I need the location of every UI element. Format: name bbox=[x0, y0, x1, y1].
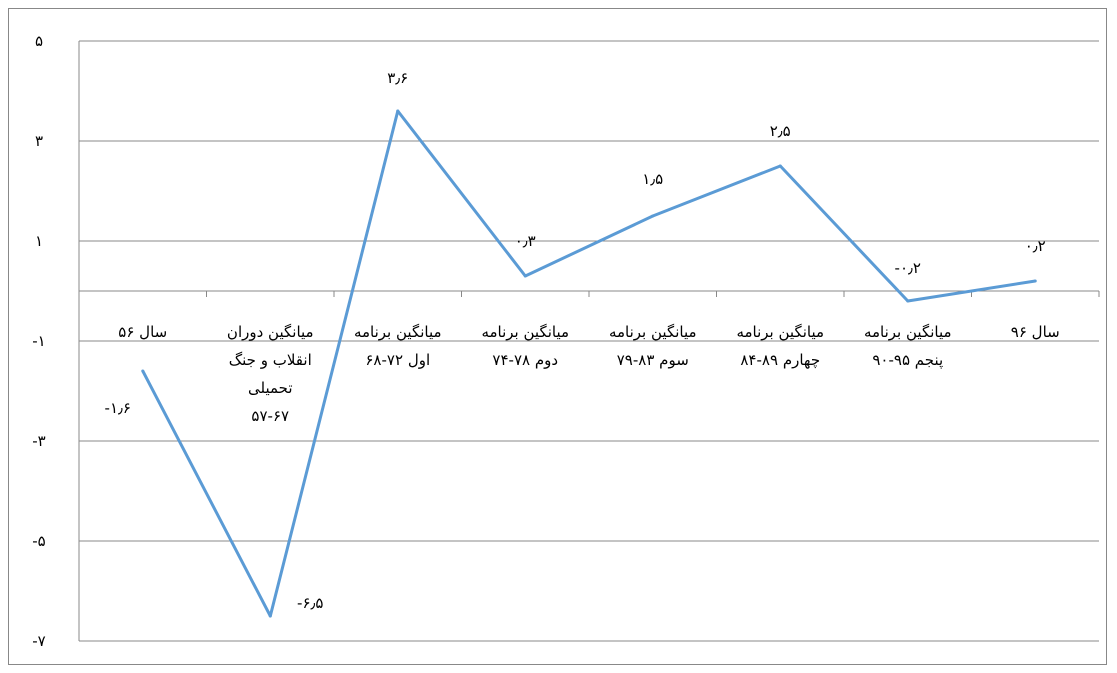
data-point bbox=[778, 164, 782, 168]
category-label-line: میانگین برنامه bbox=[481, 323, 569, 341]
y-tick-label: ۳ bbox=[35, 132, 43, 150]
data-point bbox=[523, 274, 527, 278]
category-label: میانگین برنامه سوم ۸۳-۷۹ bbox=[609, 323, 697, 369]
category-label-line: میانگین دوران bbox=[227, 323, 314, 341]
data-point bbox=[141, 369, 145, 373]
data-point bbox=[651, 214, 655, 218]
data-label: ۲٫۵ bbox=[770, 122, 791, 140]
data-label: ۳٫۶ bbox=[387, 69, 408, 87]
data-point bbox=[906, 299, 910, 303]
y-tick-label: -۳ bbox=[32, 432, 45, 450]
category-label-line: چهارم ۸۹-۸۴ bbox=[740, 351, 820, 369]
category-label-line: پنجم ۹۵-۹۰ bbox=[872, 351, 943, 370]
data-label: -۶٫۵ bbox=[297, 594, 323, 612]
category-label-line: سال ۹۶ bbox=[1011, 323, 1060, 341]
category-label-line: میانگین برنامه bbox=[736, 323, 824, 341]
data-label: -۰٫۲ bbox=[895, 259, 921, 277]
category-label-line: ۵۷-۶۷ bbox=[251, 407, 289, 425]
category-label: میانگین برنامه اول ۷۲-۶۸ bbox=[354, 323, 442, 369]
data-label: -۱٫۶ bbox=[105, 399, 131, 417]
category-label-line: میانگین برنامه bbox=[609, 323, 697, 341]
data-label: ۱٫۵ bbox=[642, 170, 663, 188]
category-label: سال ۹۶ bbox=[1011, 323, 1060, 341]
line-chart: ۵ ۳ ۱ -۱ -۳ -۵ -۷ سال ۵۶ میانگین دوران انقلاب و ج… bbox=[32, 32, 1100, 650]
category-label-line: اول ۷۲-۶۸ bbox=[365, 351, 430, 369]
data-point bbox=[396, 109, 400, 113]
data-label: ۰٫۳ bbox=[515, 232, 536, 250]
data-label: ۰٫۲ bbox=[1025, 237, 1046, 255]
category-label-line: سال ۵۶ bbox=[118, 323, 167, 341]
category-label: میانگین برنامه پنجم ۹۵-۹۰ bbox=[864, 323, 952, 370]
category-label: میانگین دوران انقلاب و جنگ تحمیلی ۵۷-۶۷ bbox=[227, 323, 314, 425]
y-tick-label: -۷ bbox=[32, 632, 45, 650]
category-label: میانگین برنامه دوم ۷۸-۷۴ bbox=[481, 323, 569, 369]
y-tick-label: -۵ bbox=[32, 532, 45, 550]
category-label-line: سوم ۸۳-۷۹ bbox=[617, 351, 689, 369]
data-point bbox=[1033, 279, 1037, 283]
chart-frame: ۵ ۳ ۱ -۱ -۳ -۵ -۷ سال ۵۶ میانگین دوران انقلاب و ج… bbox=[8, 8, 1107, 665]
category-label-line: میانگین برنامه bbox=[864, 323, 952, 341]
category-label: میانگین برنامه چهارم ۸۹-۸۴ bbox=[736, 323, 824, 369]
category-label-line: دوم ۷۸-۷۴ bbox=[492, 351, 558, 369]
y-tick-label: ۱ bbox=[35, 232, 43, 250]
category-label: سال ۵۶ bbox=[118, 323, 167, 341]
y-tick-label: -۱ bbox=[32, 332, 45, 350]
data-point bbox=[268, 614, 272, 618]
category-label-line: انقلاب و جنگ bbox=[229, 351, 312, 369]
category-label-line: تحمیلی bbox=[248, 379, 293, 397]
category-label-line: میانگین برنامه bbox=[354, 323, 442, 341]
y-tick-label: ۵ bbox=[35, 32, 43, 50]
series-line bbox=[141, 109, 1036, 618]
